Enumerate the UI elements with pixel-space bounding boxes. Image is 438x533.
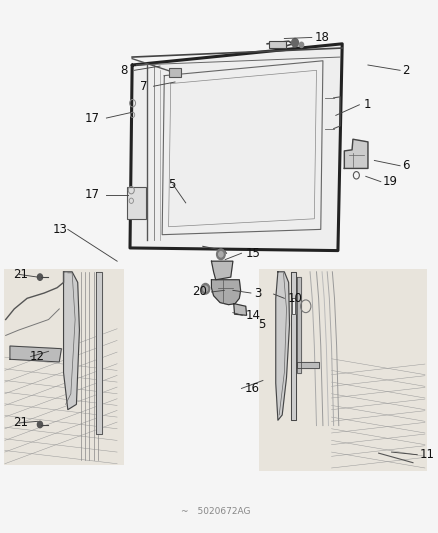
Text: 5: 5 <box>169 178 176 191</box>
Polygon shape <box>212 280 240 305</box>
Text: 10: 10 <box>288 292 303 305</box>
Text: 13: 13 <box>53 223 68 236</box>
Text: 18: 18 <box>314 31 329 44</box>
Text: 3: 3 <box>254 287 261 300</box>
Polygon shape <box>212 261 233 280</box>
Circle shape <box>203 286 208 292</box>
Polygon shape <box>64 272 79 410</box>
Text: 14: 14 <box>246 309 261 322</box>
Polygon shape <box>297 277 300 373</box>
Polygon shape <box>292 298 295 314</box>
Polygon shape <box>297 362 318 368</box>
Text: 6: 6 <box>402 159 410 172</box>
Polygon shape <box>96 272 102 433</box>
Polygon shape <box>276 272 290 420</box>
Circle shape <box>201 284 210 294</box>
FancyBboxPatch shape <box>269 41 286 48</box>
Circle shape <box>292 38 298 47</box>
FancyBboxPatch shape <box>258 269 427 471</box>
Text: ~ 5020672AG: ~ 5020672AG <box>181 507 251 516</box>
Text: 17: 17 <box>85 189 100 201</box>
FancyBboxPatch shape <box>127 187 146 219</box>
Text: 21: 21 <box>14 416 28 430</box>
Text: 16: 16 <box>245 382 260 395</box>
Circle shape <box>37 421 42 427</box>
Circle shape <box>217 249 225 260</box>
Text: 1: 1 <box>364 98 371 111</box>
Circle shape <box>219 252 223 257</box>
Text: 15: 15 <box>246 247 261 260</box>
Text: 2: 2 <box>402 64 410 77</box>
FancyBboxPatch shape <box>169 68 180 77</box>
Polygon shape <box>130 44 342 251</box>
Circle shape <box>299 42 304 47</box>
Text: 21: 21 <box>14 268 28 281</box>
Circle shape <box>37 274 42 280</box>
Polygon shape <box>234 304 247 316</box>
Polygon shape <box>344 139 368 168</box>
Text: 20: 20 <box>192 286 207 298</box>
Text: 11: 11 <box>419 448 434 461</box>
Text: 12: 12 <box>29 350 44 363</box>
Text: 8: 8 <box>120 64 128 77</box>
Polygon shape <box>291 272 297 420</box>
Polygon shape <box>10 346 61 362</box>
Text: 7: 7 <box>140 80 147 93</box>
Text: 5: 5 <box>258 318 266 332</box>
Text: 19: 19 <box>383 175 398 188</box>
FancyBboxPatch shape <box>4 269 124 465</box>
Text: 17: 17 <box>85 111 100 125</box>
